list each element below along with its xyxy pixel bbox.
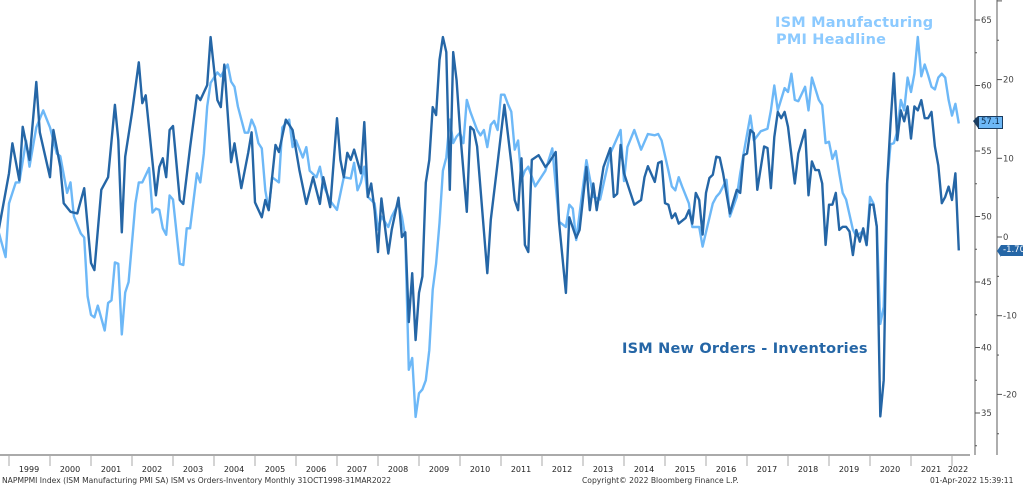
y-tick-label-pmi: 40 xyxy=(981,344,992,354)
y-tick-label-diff: 10 xyxy=(1003,154,1014,164)
series-line-pmi xyxy=(0,35,960,419)
footer-source: NAPMPMI Index (ISM Manufacturing PMI SA)… xyxy=(2,476,392,485)
y-tick-label-diff: -20 xyxy=(1003,390,1017,400)
y-tick-label-diff: 0 xyxy=(1003,233,1008,243)
series-label-diff: ISM New Orders - Inventories xyxy=(622,341,868,357)
y-tick-label-pmi: 65 xyxy=(981,16,992,26)
footer-copyright: Copyright© 2022 Bloomberg Finance L.P. xyxy=(582,476,739,485)
x-tick-label: 2006 xyxy=(306,465,326,474)
x-tick-label: 2001 xyxy=(101,465,121,474)
x-tick-label: 2003 xyxy=(183,465,203,474)
x-tick-label: 2002 xyxy=(142,465,162,474)
series-line-diff xyxy=(0,35,960,418)
footer-timestamp: 01-Apr-2022 15:39:11 xyxy=(930,476,1014,485)
x-tick-label: 2010 xyxy=(470,465,490,474)
y-tick-label-diff: 20 xyxy=(1003,76,1014,86)
y-tick-label-pmi: 35 xyxy=(981,409,992,419)
y-tick-label-pmi: 55 xyxy=(981,147,992,157)
x-tick-label: 2007 xyxy=(347,465,367,474)
badge-pointer-pmi xyxy=(973,116,978,128)
last-value-badge-diff: -1.70 xyxy=(1001,245,1023,256)
x-tick-label: 2004 xyxy=(224,465,244,474)
x-tick-label: 1999 xyxy=(19,465,39,474)
x-tick-label: 2017 xyxy=(757,465,777,474)
series-label-pmi-line2: PMI Headline xyxy=(776,32,887,48)
x-tick-label: 2013 xyxy=(593,465,613,474)
x-tick-label: 2016 xyxy=(716,465,736,474)
x-tick-label: 2022 xyxy=(948,465,968,474)
x-tick-label: 2015 xyxy=(675,465,695,474)
y-tick-label-pmi: 60 xyxy=(981,82,992,92)
x-tick-label: 2012 xyxy=(552,465,572,474)
x-tick-label: 2005 xyxy=(265,465,285,474)
y-tick-label-pmi: 45 xyxy=(981,278,992,288)
x-tick-label: 2011 xyxy=(511,465,531,474)
last-value-badge-pmi: 57.1 xyxy=(978,116,1003,129)
x-tick-label: 2018 xyxy=(798,465,818,474)
series-label-pmi-line1: ISM Manufacturing xyxy=(775,15,934,31)
x-tick-label: 2021 xyxy=(921,465,941,474)
y-tick-label-diff: -10 xyxy=(1003,312,1017,322)
x-tick-label: 2020 xyxy=(880,465,900,474)
x-tick-label: 2008 xyxy=(388,465,408,474)
x-tick-label: 2000 xyxy=(60,465,80,474)
x-tick-label: 2009 xyxy=(429,465,449,474)
x-tick-label: 2014 xyxy=(634,465,654,474)
badge-pointer-diff xyxy=(997,245,1001,257)
y-tick-label-pmi: 50 xyxy=(981,213,992,223)
x-tick-label: 2019 xyxy=(839,465,859,474)
